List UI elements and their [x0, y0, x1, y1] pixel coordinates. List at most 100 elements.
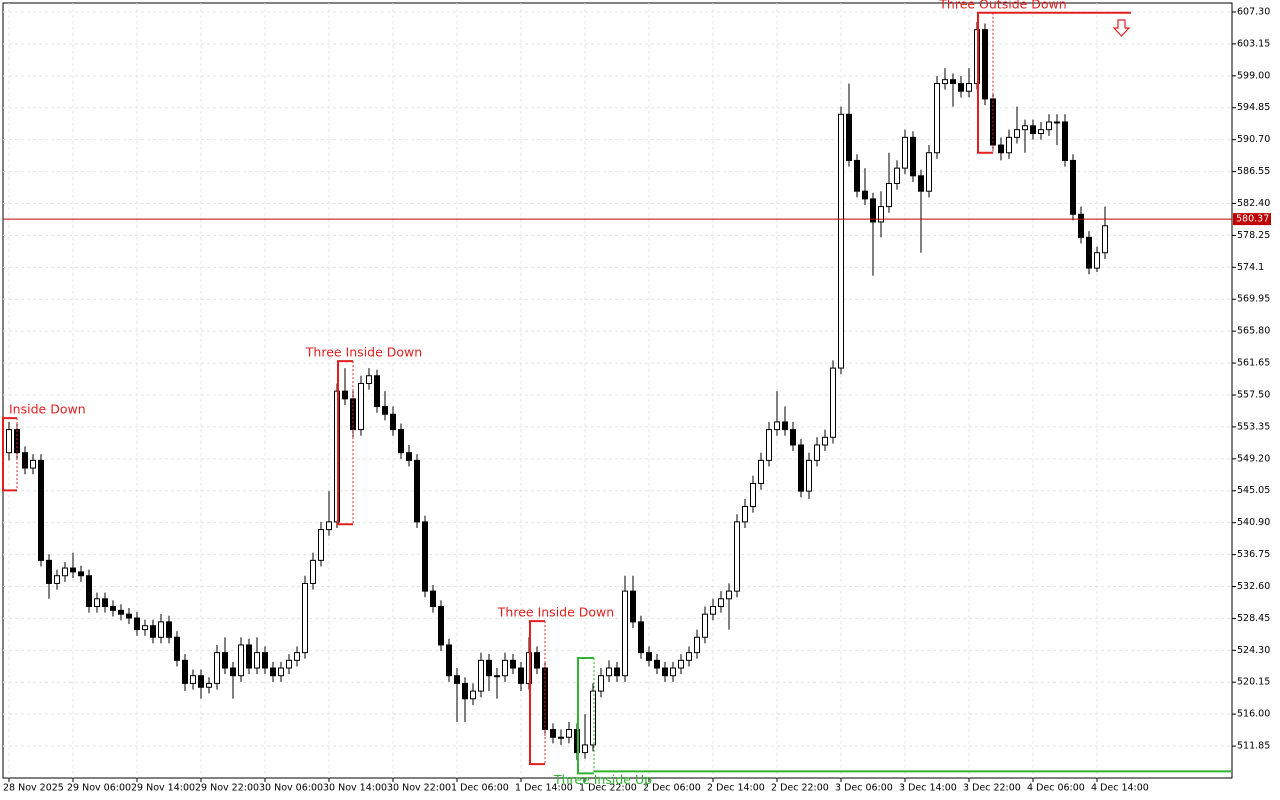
x-tick-label: 30 Nov 22:00	[387, 783, 451, 794]
candle-body	[86, 575, 92, 607]
candle-body	[454, 675, 460, 684]
candle-body	[806, 459, 812, 492]
candle-body	[630, 590, 636, 623]
candle-body	[846, 113, 852, 161]
y-tick-label: 516.00	[1237, 709, 1270, 720]
candle-body	[950, 79, 956, 85]
candle-body	[1022, 125, 1028, 131]
candle-body	[814, 444, 820, 461]
candle-body	[838, 113, 844, 369]
candle-body	[534, 652, 540, 669]
candle-body	[1070, 159, 1076, 215]
candle-body	[150, 625, 156, 638]
y-tick-label: 532.60	[1237, 581, 1270, 592]
candle-body	[470, 690, 476, 700]
candle-body	[462, 682, 468, 700]
pattern-label: Three Inside Down	[305, 345, 422, 360]
candle-body	[374, 375, 380, 408]
candle-body	[798, 444, 804, 492]
candle-body	[678, 659, 684, 669]
y-tick-label: 528.45	[1237, 613, 1270, 624]
candle-body	[414, 459, 420, 523]
candle-body	[54, 575, 60, 584]
candle-body	[742, 506, 748, 523]
candle-body	[710, 605, 716, 615]
candle-body	[774, 421, 780, 431]
y-tick-label: 594.85	[1237, 102, 1270, 113]
candle-body	[702, 613, 708, 638]
sell-arrow	[1112, 19, 1131, 37]
candle-body	[662, 667, 668, 677]
x-tick-label: 1 Dec 06:00	[451, 783, 509, 794]
candle-body	[102, 598, 108, 607]
candle-body	[94, 598, 100, 607]
candle-body	[966, 83, 972, 92]
candle-body	[550, 729, 556, 738]
y-tick-label: 574.1	[1237, 262, 1264, 273]
pattern-label: Three Outside Down	[938, 0, 1066, 11]
y-tick-label: 524.30	[1237, 645, 1270, 656]
candle-body	[142, 625, 148, 631]
candle-body	[790, 429, 796, 446]
x-tick-label: 29 Nov 06:00	[67, 783, 131, 794]
candle-body	[246, 644, 252, 669]
candle-body	[198, 675, 204, 688]
candle-body	[894, 167, 900, 185]
candle-body	[110, 605, 116, 611]
x-tick-label: 4 Dec 14:00	[1091, 783, 1149, 794]
candle-body	[182, 659, 188, 684]
candle-body	[1038, 129, 1044, 135]
candle-body	[342, 390, 348, 400]
candle-body	[1062, 121, 1068, 161]
candle-body	[582, 744, 588, 754]
y-tick-label: 520.15	[1237, 677, 1270, 688]
candle-body	[238, 644, 244, 677]
candle-body	[486, 659, 492, 677]
candle-body	[654, 659, 660, 669]
y-tick-label: 569.95	[1237, 294, 1270, 305]
candle-body	[726, 590, 732, 600]
candle-body	[958, 83, 964, 92]
candle-body	[118, 609, 124, 615]
candle-body	[606, 667, 612, 677]
candle-body	[14, 429, 20, 454]
pattern-label: Three Inside Up	[553, 772, 652, 787]
candle-body	[566, 729, 572, 738]
y-tick-label: 590.70	[1237, 134, 1270, 145]
candle-body	[78, 571, 84, 577]
pattern-box	[337, 360, 353, 526]
pattern-box	[529, 620, 545, 766]
candle-body	[270, 667, 276, 677]
candle-body	[1006, 136, 1012, 154]
candle-body	[670, 667, 676, 677]
candle-body	[1078, 213, 1084, 238]
candle-body	[558, 736, 564, 739]
candle-body	[910, 136, 916, 177]
y-tick-label: 607.30	[1237, 6, 1270, 17]
candle-body	[446, 644, 452, 677]
candle-body	[694, 636, 700, 654]
candle-body	[782, 421, 788, 431]
candle-body	[750, 482, 756, 508]
x-tick-label: 30 Nov 14:00	[323, 783, 387, 794]
candle-body	[358, 382, 364, 431]
candle-body	[398, 429, 404, 454]
pattern-box	[2, 417, 17, 492]
candle-body	[638, 621, 644, 654]
candle-body	[862, 190, 868, 200]
candle-body	[1046, 121, 1052, 131]
candle-body	[174, 636, 180, 661]
pattern-box	[577, 657, 594, 775]
candle-body	[262, 652, 268, 669]
candle-body	[430, 590, 436, 607]
candle-body	[214, 652, 220, 684]
candle-body	[286, 659, 292, 669]
candle-body	[718, 598, 724, 607]
candle-body	[934, 83, 940, 154]
candle-body	[230, 667, 236, 677]
candle-body	[6, 429, 12, 454]
candle-body	[886, 183, 892, 208]
candle-body	[590, 690, 596, 746]
x-tick-label: 29 Nov 22:00	[195, 783, 259, 794]
candle-body	[438, 605, 444, 646]
